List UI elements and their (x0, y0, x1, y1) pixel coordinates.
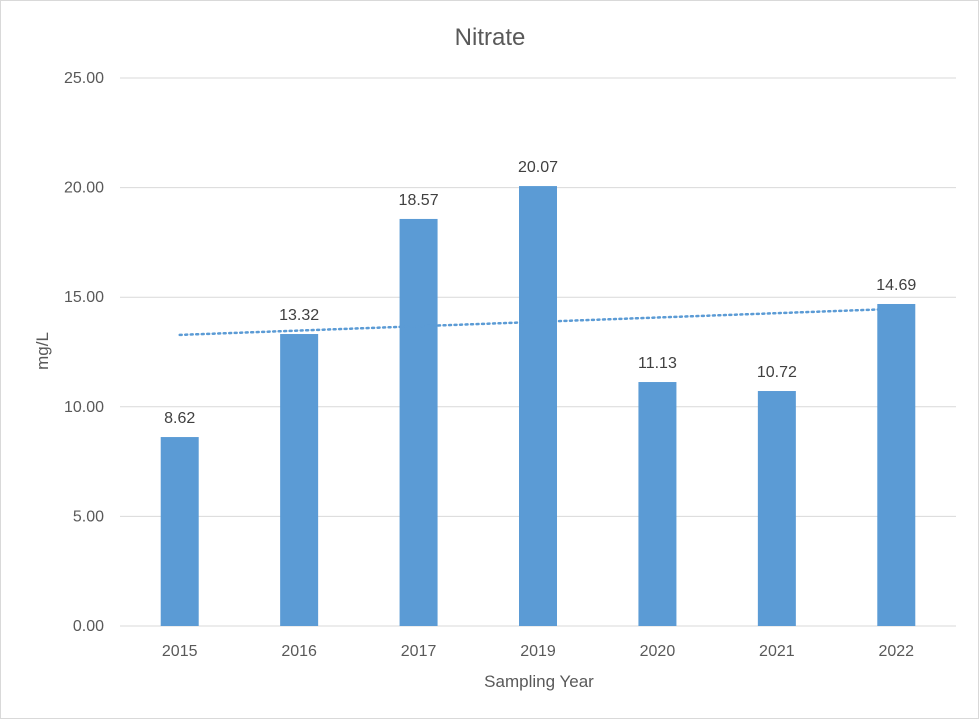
x-axis-tick-labels: 2015 2016 2017 2019 2020 2021 2022 (162, 643, 914, 660)
data-label: 20.07 (518, 159, 558, 176)
data-label: 14.69 (876, 277, 916, 294)
x-tick-label: 2017 (401, 643, 437, 660)
bar (757, 391, 796, 626)
bar (638, 382, 677, 626)
x-tick-label: 2021 (759, 643, 795, 660)
x-tick-label: 2016 (281, 643, 317, 660)
x-tick-label: 2019 (520, 643, 556, 660)
data-label: 10.72 (757, 364, 797, 381)
chart-title: Nitrate (455, 24, 526, 51)
y-tick-label: 20.00 (64, 180, 104, 197)
trendline (178, 307, 898, 337)
y-axis-title: mg/L (33, 332, 52, 370)
y-tick-label: 0.00 (73, 618, 104, 635)
y-tick-label: 5.00 (73, 508, 104, 525)
bar (280, 334, 319, 626)
data-label: 13.32 (279, 307, 319, 324)
bar-series (160, 186, 916, 626)
x-tick-label: 2022 (878, 643, 914, 660)
bar (399, 218, 438, 626)
bar (877, 303, 916, 626)
x-tick-label: 2015 (162, 643, 198, 660)
y-tick-label: 15.00 (64, 289, 104, 306)
x-axis-title: Sampling Year (484, 672, 594, 691)
data-label: 18.57 (399, 192, 439, 209)
y-axis-tick-labels: 0.00 5.00 10.00 15.00 20.00 25.00 (64, 70, 104, 635)
x-tick-label: 2020 (640, 643, 676, 660)
y-tick-label: 25.00 (64, 70, 104, 87)
data-labels: 8.62 13.32 18.57 20.07 11.13 10.72 14.69 (164, 159, 916, 427)
bar (519, 186, 557, 626)
bar (160, 437, 199, 626)
trendline-layer (178, 307, 898, 337)
data-label: 8.62 (164, 410, 195, 427)
y-tick-label: 10.00 (64, 399, 104, 416)
data-label: 11.13 (638, 355, 677, 372)
